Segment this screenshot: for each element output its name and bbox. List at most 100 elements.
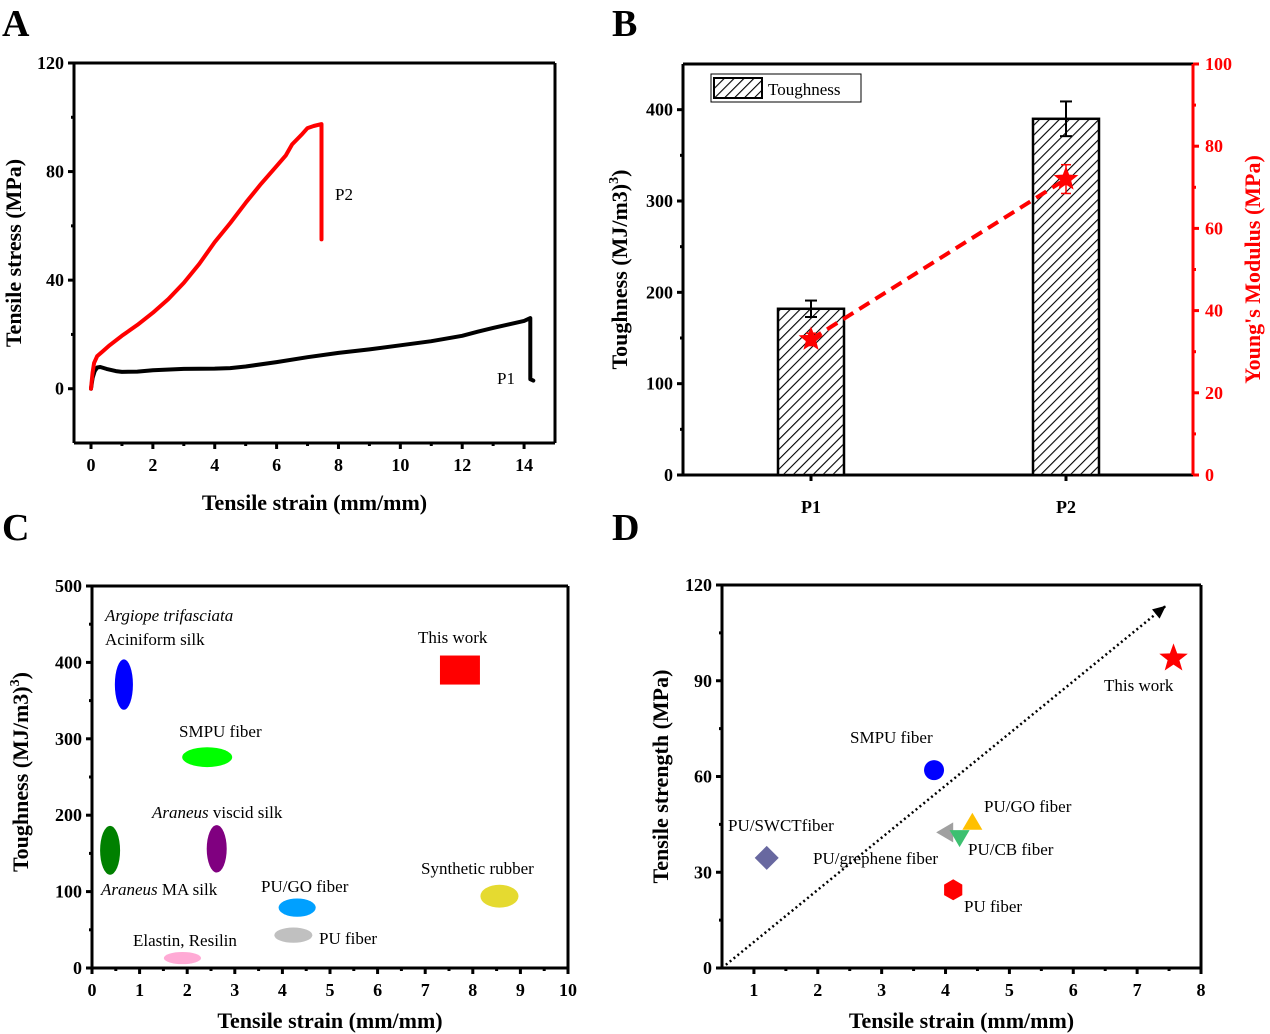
label-aciniform-silk: Aciniform silk [105, 630, 205, 649]
panel-letter-c: C [2, 507, 29, 549]
legend-label-toughness: Toughness [768, 80, 840, 99]
panel-d-ytick-label: 120 [685, 575, 712, 595]
panel-a-ytick-label: 40 [46, 270, 64, 290]
panel-c-chart: 0 100 200 300 400 500 0 1 2 3 4 5 6 7 8 9 10 Argiope trif… [8, 576, 577, 1033]
panel-d-ytick-label: 30 [694, 862, 712, 882]
marker-elastin-resilin [163, 951, 202, 965]
marker-pu-cb-fiber [949, 830, 970, 848]
y-axis-title-superscript: 3 [607, 177, 622, 184]
label-italic-part: Araneus [151, 803, 209, 822]
panel-c-xtick-label: 9 [516, 980, 525, 1000]
marker-this-work [1159, 643, 1188, 671]
panel-d-xtick-label: 5 [1005, 980, 1014, 1000]
panel-b-y2tick-label: 20 [1205, 383, 1223, 403]
panel-b-y2-axis-title: Young's Modulus (MPa) [1240, 155, 1265, 384]
marker-pu-fiber [944, 879, 963, 901]
marker-smpu-fiber [924, 760, 945, 781]
y-axis-title-text: Toughness (MJ/m3) [607, 184, 632, 370]
trend-arrow-head [1152, 605, 1166, 619]
label-smpu-fiber: SMPU fiber [850, 728, 933, 747]
marker-pu-fiber [274, 927, 313, 943]
series-line-p1 [89, 316, 536, 391]
panel-a-ytick-label: 0 [55, 379, 64, 399]
panel-b-y2tick-label: 60 [1205, 218, 1223, 238]
panel-letter-a: A [2, 3, 30, 45]
label-pu-grephene-fiber: PU/grephene fiber [813, 849, 938, 868]
panel-d-xtick-label: 1 [749, 980, 758, 1000]
marker-araneus-ma-silk [100, 825, 121, 875]
panel-a-xtick-label: 8 [334, 455, 343, 475]
marker-pu-grephene-fiber [936, 822, 954, 843]
panel-c-xtick-label: 7 [421, 980, 430, 1000]
marker-pu-swctfiber [754, 845, 779, 870]
panel-a-xtick-label: 2 [148, 455, 157, 475]
label-this-work: This work [1104, 676, 1174, 695]
panel-b-xtick-label-p1: P1 [801, 497, 821, 517]
label-araneus-ma-silk: Araneus MA silk [100, 880, 218, 899]
panel-c-ytick-label: 100 [55, 882, 82, 902]
panel-c-ytick-label: 200 [55, 805, 82, 825]
marker-smpu-fiber [182, 747, 233, 768]
panel-a-xtick-label: 4 [210, 455, 219, 475]
panel-a-xtick-label: 0 [87, 455, 96, 475]
panel-a-ytick-label: 80 [46, 162, 64, 182]
panel-letter-b: B [612, 3, 637, 45]
label-smpu-fiber: SMPU fiber [179, 722, 262, 741]
panel-b-y2tick-label: 40 [1205, 301, 1223, 321]
label-pu-fiber: PU fiber [964, 897, 1022, 916]
marker-argiope-trifasciata-aciniform-silk [114, 659, 133, 710]
panel-d-xtick-label: 3 [877, 980, 886, 1000]
panel-a-y-axis-title: Tensile stress (MPa) [1, 159, 26, 347]
panel-c-xtick-label: 4 [278, 980, 287, 1000]
label-italic-part: Araneus [100, 880, 158, 899]
panel-a-xtick-label: 12 [453, 455, 471, 475]
y-axis-title-text: Toughness (MJ/m3) [8, 686, 33, 872]
panel-d-xtick-label: 6 [1069, 980, 1078, 1000]
panel-c-ytick-label: 300 [55, 729, 82, 749]
panel-c-y-axis-title: Toughness (MJ/m3)3) [8, 672, 33, 872]
panel-c-ytick-label: 400 [55, 652, 82, 672]
panel-b-chart: 0 100 200 300 400 0 20 40 60 80 100 P1 P2 Toughness To… [607, 54, 1265, 517]
panel-d-xtick-label: 2 [813, 980, 822, 1000]
modulus-star-marker-p2 [1053, 166, 1079, 190]
panel-c-xtick-label: 6 [373, 980, 382, 1000]
panel-d-ytick-label: 90 [694, 671, 712, 691]
y-axis-title-paren: ) [8, 672, 33, 679]
marker-pu-go-fiber [278, 898, 316, 917]
panel-d-ytick-label: 60 [694, 767, 712, 787]
label-this-work: This work [418, 628, 488, 647]
panel-b-ytick-label: 400 [646, 100, 673, 120]
label-pu-fiber: PU fiber [319, 929, 377, 948]
label-pu-swctfiber: PU/SWCTfiber [728, 816, 834, 835]
label-synthetic-rubber: Synthetic rubber [421, 859, 534, 878]
panel-c-xtick-label: 10 [559, 980, 577, 1000]
panel-c-xtick-label: 3 [230, 980, 239, 1000]
series-label-p2: P2 [335, 185, 353, 204]
panel-d-x-axis-title: Tensile strain (mm/mm) [849, 1008, 1074, 1033]
label-argiope-trifasciata: Argiope trifasciata [104, 606, 233, 625]
panel-c-ytick-label: 0 [73, 958, 82, 978]
modulus-star-marker-p1 [798, 326, 824, 350]
panel-d-y-axis-title: Tensile strength (MPa) [648, 670, 673, 884]
panel-d-ytick-label: 0 [703, 958, 712, 978]
panel-a-chart: 0 40 80 120 0 2 4 6 8 10 12 14 P2 P1 Tensile strain (m… [1, 53, 557, 515]
marker-synthetic-rubber [480, 884, 519, 908]
panel-a-x-axis-title: Tensile strain (mm/mm) [202, 490, 427, 515]
marker-this-work [439, 655, 480, 685]
panel-b-y2tick-label: 0 [1205, 465, 1214, 485]
panel-b-ytick-label: 200 [646, 282, 673, 302]
panel-a-xtick-label: 6 [272, 455, 281, 475]
legend-swatch-toughness [713, 77, 763, 99]
label-pu-go-fiber: PU/GO fiber [984, 797, 1072, 816]
panel-d-chart: 0 30 60 90 120 1 2 3 4 5 6 7 8 This work SMPU fiber PU/… [648, 575, 1206, 1033]
panel-c-xtick-label: 0 [88, 980, 97, 1000]
modulus-dashed-line [809, 177, 1068, 342]
panel-c-xtick-label: 8 [468, 980, 477, 1000]
label-pu-go-fiber: PU/GO fiber [261, 877, 349, 896]
panel-letter-d: D [612, 507, 639, 549]
panel-b-ytick-label: 100 [646, 374, 673, 394]
y-axis-title-paren: ) [607, 170, 632, 177]
panel-a-xtick-label: 10 [391, 455, 409, 475]
